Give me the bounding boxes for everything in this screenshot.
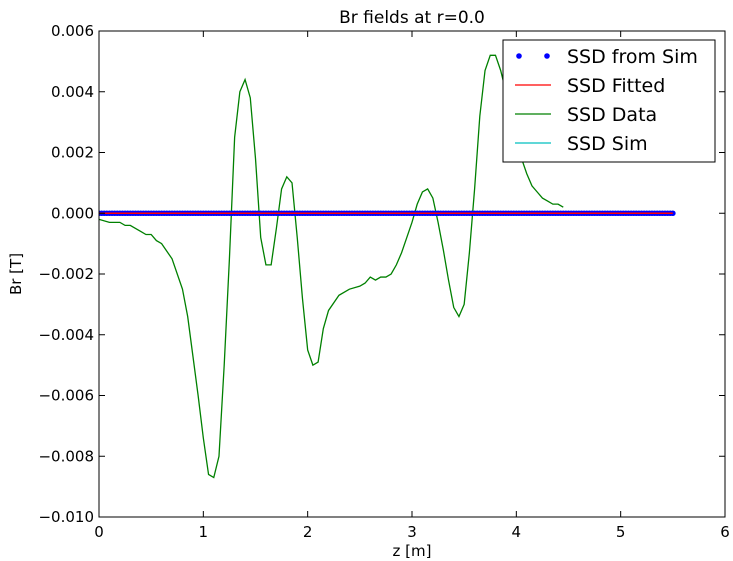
x-tick-label: 0 [94,523,104,541]
x-tick-label: 2 [303,523,313,541]
y-tick-label: −0.002 [38,265,94,283]
chart-title: Br fields at r=0.0 [339,8,485,28]
y-tick-label: −0.008 [38,447,94,465]
legend-label: SSD from Sim [567,46,698,68]
series-line-2 [99,55,563,477]
y-tick-label: −0.004 [38,326,94,344]
y-tick-label: 0.006 [51,22,94,40]
x-tick-label: 5 [616,523,626,541]
x-tick-label: 1 [199,523,209,541]
legend: SSD from Sim SSD Fitted SSD Data SSD Sim [503,40,715,162]
y-tick-label: 0.004 [51,83,94,101]
legend-marker [516,53,522,59]
legend-label: SSD Data [567,104,657,126]
legend-label: SSD Fitted [567,75,665,97]
y-tick-label: 0.002 [51,144,94,162]
y-axis-label: Br [T] [7,253,25,295]
legend-label: SSD Sim [567,133,648,155]
y-tick-label: 0.000 [51,204,94,222]
x-axis-label: z [m] [393,542,432,560]
x-tick-label: 4 [512,523,522,541]
legend-marker [544,53,550,59]
x-tick-label: 6 [720,523,730,541]
x-tick-label: 3 [407,523,417,541]
y-tick-label: −0.010 [38,508,94,526]
y-tick-label: −0.006 [38,387,94,405]
